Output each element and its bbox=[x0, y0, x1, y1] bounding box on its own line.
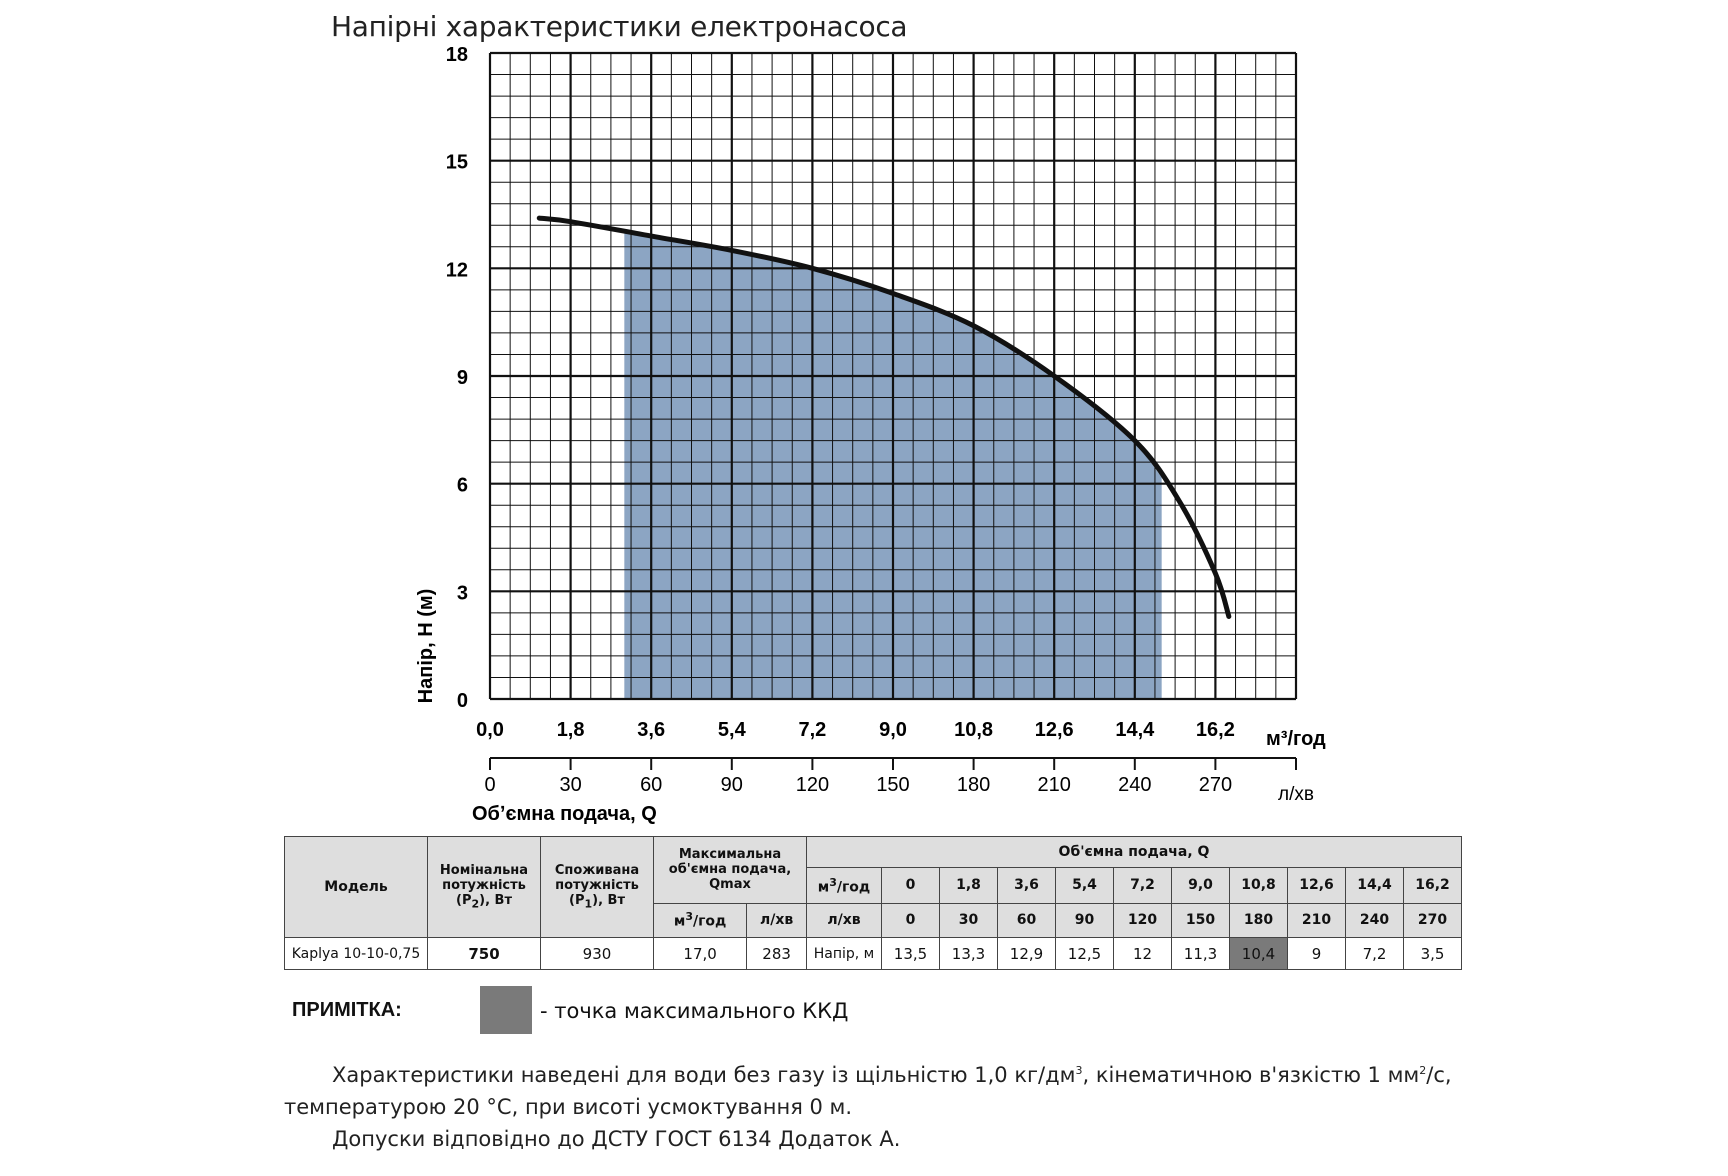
chart-title: Напірні характеристики електронасоса bbox=[331, 10, 908, 43]
footnote-conditions: Характеристики наведені для води без газ… bbox=[284, 1063, 1452, 1119]
y-tick-label: 18 bbox=[446, 44, 468, 66]
flow-m3-cell: 0 bbox=[881, 867, 940, 904]
cell-qmax-lmin: 283 bbox=[746, 937, 807, 970]
x-unit-m3: м³/год bbox=[1266, 728, 1326, 750]
table-row: Kaplya 10-10-0,75 750 930 17,0 283 Напір… bbox=[284, 937, 1462, 970]
head-curve bbox=[536, 215, 1232, 619]
footnote-tolerances: Допуски відповідно до ДСТУ ГОСТ 6134 Дод… bbox=[332, 1127, 901, 1151]
header-model: Модель bbox=[284, 836, 428, 938]
x-tick-label-lmin: 180 bbox=[957, 774, 990, 796]
x-tick-label-m3: 5,4 bbox=[718, 719, 747, 741]
header-p1: Споживана потужність (P1), Вт bbox=[540, 836, 654, 938]
x-tick-label-m3: 9,0 bbox=[879, 719, 907, 741]
head-cell: 12,9 bbox=[997, 937, 1056, 970]
header-qmax: Максимальна об'ємна подача, Qmax bbox=[653, 836, 807, 904]
head-cell: 3,5 bbox=[1403, 937, 1462, 970]
flow-lmin-cell: 0 bbox=[881, 902, 940, 939]
flow-m3-cell: 14,4 bbox=[1345, 867, 1404, 904]
note-text: - точка максимального ККД bbox=[540, 999, 849, 1023]
flow-lmin-cell: 60 bbox=[997, 902, 1056, 939]
header-row-m3: м3/год 0 1,8 3,6 5,4 7,2 9,0 10,8 12,6 14,4 16,2 bbox=[285, 867, 1462, 904]
flow-lmin-cell: 180 bbox=[1229, 902, 1288, 939]
x-tick-label-lmin: 0 bbox=[484, 774, 495, 796]
header-unit-lmin: л/хв bbox=[806, 902, 882, 939]
x-tick-label-lmin: 210 bbox=[1038, 774, 1071, 796]
head-cell: 7,2 bbox=[1345, 937, 1404, 970]
x-tick-label-lmin: 60 bbox=[640, 774, 662, 796]
note-label: ПРИМІТКА: bbox=[292, 999, 402, 1021]
flow-m3-cell: 9,0 bbox=[1171, 867, 1230, 904]
header-row-lmin: м3/год л/хв л/хв 0 30 60 90 120 150 180 210 240 2… bbox=[285, 902, 1462, 939]
y-tick-label: 0 bbox=[457, 690, 468, 712]
y-tick-label: 12 bbox=[446, 259, 468, 281]
flow-m3-cell: 12,6 bbox=[1287, 867, 1346, 904]
x-tick-label-m3: 16,2 bbox=[1196, 719, 1235, 741]
flow-m3-cell: 7,2 bbox=[1113, 867, 1172, 904]
flow-lmin-cell: 90 bbox=[1055, 902, 1114, 939]
flow-lmin-cell: 270 bbox=[1403, 902, 1462, 939]
x-tick-label-lmin: 270 bbox=[1199, 774, 1232, 796]
x-tick-label-m3: 14,4 bbox=[1115, 719, 1155, 741]
x-tick-label-lmin: 150 bbox=[876, 774, 909, 796]
x-tick-label-m3: 7,2 bbox=[798, 719, 826, 741]
head-cell: 13,3 bbox=[939, 937, 998, 970]
x-tick-label-m3: 3,6 bbox=[637, 719, 665, 741]
x-tick-label-lmin: 120 bbox=[796, 774, 829, 796]
flow-m3-cell: 16,2 bbox=[1403, 867, 1462, 904]
x-tick-label-lmin: 30 bbox=[559, 774, 581, 796]
y-tick-label: 15 bbox=[446, 152, 468, 174]
footnote: Характеристики наведені для води без газ… bbox=[284, 1055, 1456, 1155]
head-cell: 13,5 bbox=[881, 937, 940, 970]
x-tick-label-lmin: 90 bbox=[721, 774, 743, 796]
head-cell-max-efficiency: 10,4 bbox=[1229, 937, 1288, 970]
flow-lmin-cell: 240 bbox=[1345, 902, 1404, 939]
qmax-unit-lmin: л/хв bbox=[746, 902, 807, 939]
x-tick-label-lmin: 240 bbox=[1118, 774, 1151, 796]
head-cell: 11,3 bbox=[1171, 937, 1230, 970]
flow-lmin-cell: 150 bbox=[1171, 902, 1230, 939]
flow-lmin-cell: 210 bbox=[1287, 902, 1346, 939]
cell-p2: 750 bbox=[427, 937, 541, 970]
cell-qmax-m3: 17,0 bbox=[652, 937, 748, 970]
cell-head-label: Напір, м bbox=[806, 937, 882, 970]
flow-lmin-cell: 120 bbox=[1113, 902, 1172, 939]
y-tick-label: 3 bbox=[457, 582, 468, 604]
x-tick-label-m3: 10,8 bbox=[954, 719, 993, 741]
y-tick-label: 6 bbox=[457, 475, 468, 497]
header-unit-m3: м3/год bbox=[806, 867, 882, 904]
flow-lmin-cell: 30 bbox=[939, 902, 998, 939]
pump-curve-chart: 0 3 6 9 12 15 18 Напір, H (м) 0,0 1,8 3,6 5,4 7,2 9,0… bbox=[415, 44, 1326, 825]
head-cell: 12,5 bbox=[1055, 937, 1114, 970]
x-unit-lmin: л/хв bbox=[1278, 784, 1314, 805]
flow-m3-cell: 10,8 bbox=[1229, 867, 1288, 904]
x-tick-label-m3: 0,0 bbox=[476, 719, 504, 741]
flow-m3-cell: 3,6 bbox=[997, 867, 1056, 904]
x-tick-label-m3: 1,8 bbox=[557, 719, 585, 741]
max-efficiency-swatch bbox=[480, 986, 532, 1034]
spec-table: Модель Номінальна потужність (P2), Вт Спо… bbox=[284, 835, 1462, 970]
header-flow: Об'ємна подача, Q bbox=[806, 835, 1462, 869]
header-p2: Номінальна потужність (P2), Вт bbox=[427, 836, 541, 938]
flow-m3-cell: 1,8 bbox=[939, 867, 998, 904]
x-tick-label-m3: 12,6 bbox=[1035, 719, 1074, 741]
head-cell: 9 bbox=[1287, 937, 1346, 970]
cell-p1: 930 bbox=[540, 937, 654, 970]
cell-model: Kaplya 10-10-0,75 bbox=[284, 937, 428, 970]
flow-m3-cell: 5,4 bbox=[1055, 867, 1114, 904]
head-cell: 12 bbox=[1113, 937, 1172, 970]
x-axis-label: Обʼємна подача, Q bbox=[472, 803, 657, 825]
y-axis-label: Напір, H (м) bbox=[415, 589, 437, 704]
qmax-unit-m3: м3/год bbox=[652, 902, 748, 939]
y-tick-label: 9 bbox=[457, 367, 468, 389]
